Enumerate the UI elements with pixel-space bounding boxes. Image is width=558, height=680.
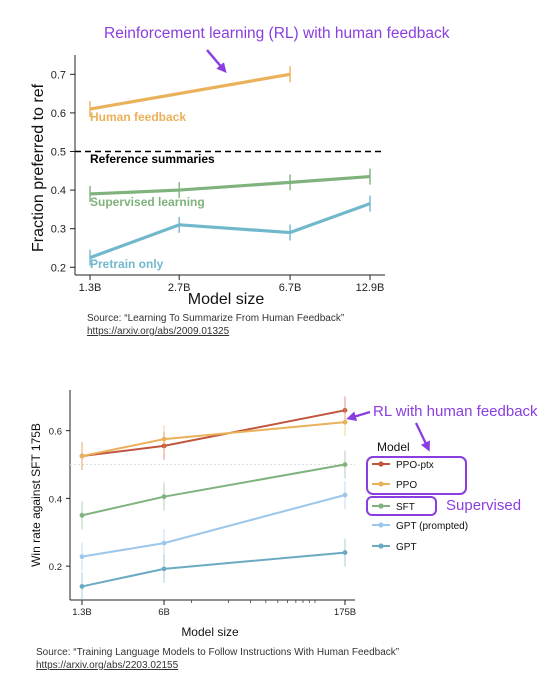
source-2: Source: “Training Language Models to Fol…: [36, 646, 399, 672]
chart-2-annotation-rl-arrow: [414, 422, 430, 452]
chart-2-series-line-2: [81, 463, 346, 517]
chart-2-point-1: [342, 419, 348, 425]
chart-2-point-2: [342, 462, 348, 467]
chart-2-y-tick-label: 0.4: [49, 494, 62, 505]
chart-2-y-tick-label: 0.6: [49, 427, 62, 438]
chart-2-legend-label: SFT: [396, 502, 415, 513]
chart-2-legend-marker: [378, 543, 384, 549]
chart-1-y-tick-label: 0.4: [51, 185, 66, 197]
chart-2-y-ticks: 0.2 0.4 0.6: [49, 427, 70, 573]
chart-1-annotation: Reinforcement learning (RL) with human f…: [104, 25, 450, 42]
chart-1-annotation-arrow: [206, 49, 227, 74]
chart-1-ylabel: Fraction preferred to ref: [30, 83, 47, 252]
chart-2-point-4: [79, 584, 85, 589]
source-1-link[interactable]: https://arxiv.org/abs/2009.01325: [87, 326, 230, 337]
chart-1-series-line-0: [89, 72, 291, 111]
chart-2-point-4: [342, 550, 348, 555]
chart-2-legend-label: GPT: [396, 542, 417, 553]
chart-1-x-tick-label: 12.9B: [356, 282, 385, 294]
chart-2-x-ticks: 1.3B 6B 175B: [72, 600, 356, 618]
chart-2-ylabel: Win rate against SFT 175B: [29, 423, 43, 567]
chart-2-legend-marker: [378, 503, 384, 509]
chart-2-legend-label: GPT (prompted): [396, 521, 468, 532]
chart-1-x-tick-label: 1.3B: [79, 282, 102, 294]
source-1: Source: “Learning To Summarize From Huma…: [87, 312, 344, 338]
chart-2-xlabel: Model size: [181, 625, 239, 639]
chart-1-y-tick-label: 0.5: [51, 146, 66, 158]
chart-2-x-tick-label: 6B: [158, 607, 170, 618]
chart-2-legend-marker: [378, 522, 384, 528]
source-1-text: Source: “Learning To Summarize From Huma…: [87, 313, 345, 324]
chart-1-xlabel: Model size: [188, 291, 265, 308]
chart-2-annotation-rl-arrow-left: [346, 410, 371, 422]
chart-2-annotation-supervised: Supervised: [446, 497, 521, 514]
chart-2-point-2: [161, 494, 167, 500]
chart-1-y-tick-label: 0.7: [51, 69, 66, 81]
chart-2-point-2: [79, 512, 85, 518]
chart-1-y-tick-label: 0.6: [51, 108, 66, 120]
chart-2-series-line-0: [81, 409, 346, 458]
chart-2-legend-label: PPO-ptx: [396, 460, 434, 471]
chart-2-point-1: [161, 436, 167, 442]
chart-2-point-3: [342, 492, 348, 498]
chart-2-legend-box-rl: [366, 456, 467, 495]
chart-2-series: [79, 396, 348, 601]
chart-2-legend-marker: [378, 481, 384, 487]
chart-1-x-tick-label: 2.7B: [168, 282, 191, 294]
source-2-link[interactable]: https://arxiv.org/abs/2203.02155: [36, 660, 179, 671]
chart-2: 0.2 0.4 0.6 1.3B 6B 175B Win rate against SF…: [29, 390, 538, 639]
chart-1-y-tick-label: 0.3: [51, 224, 66, 236]
chart-1-series-line-1: [89, 174, 371, 196]
chart-1: Reinforcement learning (RL) with human f…: [30, 25, 450, 308]
chart-2-x-tick-label: 1.3B: [72, 607, 92, 618]
chart-2-legend-box-supervised: [366, 496, 437, 516]
chart-2-series-line-3: [81, 494, 346, 558]
chart-2-legend: PPO-ptx PPO SFT GPT (prompted) GPT: [372, 460, 468, 553]
chart-2-point-1: [79, 453, 85, 459]
chart-2-series-line-4: [81, 551, 346, 588]
chart-1-x-tick-label: 6.7B: [279, 282, 302, 294]
chart-2-point-4: [161, 566, 167, 572]
chart-1-reference-label: Reference summaries: [90, 152, 215, 166]
chart-1-series-label-human-feedback: Human feedback: [90, 110, 186, 124]
chart-2-y-tick-label: 0.2: [49, 562, 62, 573]
chart-1-series-line-2: [89, 202, 371, 260]
chart-2-legend-label: PPO: [396, 480, 417, 491]
chart-2-legend-title: Model: [377, 440, 410, 454]
chart-2-annotation-rl: RL with human feedback: [373, 403, 538, 420]
chart-1-series-label-pretrain: Pretrain only: [90, 257, 164, 271]
chart-2-x-tick-label: 175B: [334, 607, 356, 618]
chart-1-y-ticks: 0.2 0.3 0.4 0.5 0.6 0.7: [51, 69, 75, 274]
chart-2-point-3: [161, 540, 167, 546]
chart-1-series: [89, 66, 371, 266]
chart-1-x-ticks: 1.3B 2.7B 6.7B 12.9B: [79, 275, 385, 294]
source-2-text: Source: “Training Language Models to Fol…: [36, 647, 400, 658]
chart-1-y-tick-label: 0.2: [51, 262, 66, 274]
chart-1-series-label-supervised: Supervised learning: [90, 195, 205, 209]
chart-2-point-3: [79, 554, 85, 560]
chart-2-legend-marker: [378, 461, 384, 467]
